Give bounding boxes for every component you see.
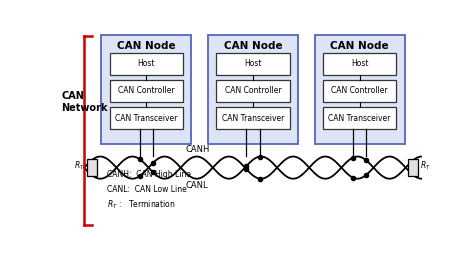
Text: CANH:  CAN High Line: CANH: CAN High Line [107,170,191,179]
Text: CAN Controller: CAN Controller [225,86,282,95]
Text: $R_T$: $R_T$ [420,159,431,172]
Text: Host: Host [244,59,262,68]
Text: CAN Transceiver: CAN Transceiver [328,114,391,123]
FancyBboxPatch shape [315,35,405,144]
Text: CAN Node: CAN Node [117,41,176,51]
FancyBboxPatch shape [323,53,396,75]
FancyBboxPatch shape [216,53,290,75]
FancyBboxPatch shape [101,35,191,144]
Text: Host: Host [138,59,155,68]
FancyBboxPatch shape [208,35,298,144]
FancyBboxPatch shape [109,107,183,129]
FancyBboxPatch shape [87,159,98,176]
FancyBboxPatch shape [323,80,396,102]
Text: CAN Controller: CAN Controller [118,86,175,95]
Text: CANL: CANL [186,181,209,190]
Text: CAN Transceiver: CAN Transceiver [115,114,178,123]
Text: CAN Node: CAN Node [224,41,283,51]
FancyBboxPatch shape [408,159,418,176]
Text: CANH: CANH [186,145,210,154]
FancyBboxPatch shape [323,107,396,129]
FancyBboxPatch shape [216,107,290,129]
FancyBboxPatch shape [109,80,183,102]
Text: $R_T$ :   Termination: $R_T$ : Termination [107,199,176,211]
Text: CAN Node: CAN Node [330,41,389,51]
Text: Host: Host [351,59,368,68]
FancyBboxPatch shape [109,53,183,75]
Text: $R_T$: $R_T$ [74,159,85,172]
Text: CAN Controller: CAN Controller [331,86,388,95]
Text: CAN
Network: CAN Network [61,91,108,113]
Text: CAN Transceiver: CAN Transceiver [222,114,284,123]
Text: CANL:  CAN Low Line: CANL: CAN Low Line [107,185,187,194]
FancyBboxPatch shape [216,80,290,102]
